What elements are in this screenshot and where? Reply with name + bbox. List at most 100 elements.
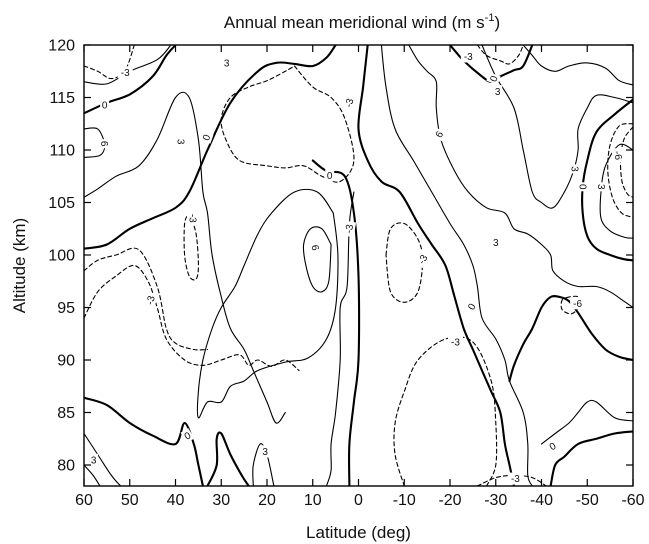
contour-label: 3 — [89, 453, 99, 466]
contour-label: 3 — [493, 85, 503, 98]
contour-label-text: -6 — [573, 299, 582, 310]
contour-label-text: -3 — [344, 223, 356, 234]
contour-label-text: 0 — [183, 430, 194, 443]
chart-title-tail: ) — [494, 13, 500, 32]
contour-line-negative — [220, 65, 355, 183]
contour-line-negative — [560, 295, 580, 315]
contour-line-negative — [84, 247, 209, 351]
contour-label-text: 6 — [98, 141, 109, 147]
x-tick-label: -60 — [621, 492, 644, 509]
contour-label-text: 3 — [493, 238, 499, 249]
y-tick-label: 85 — [57, 405, 75, 422]
chart-title-main: Annual mean meridional wind (m s — [224, 13, 485, 32]
contour-label: -3 — [341, 94, 357, 112]
contour-line-zero — [84, 396, 204, 486]
contour-label: 0 — [464, 299, 479, 314]
contour-label-text: -3 — [343, 97, 356, 109]
contour-label: 3 — [222, 56, 232, 70]
x-tick-label: -20 — [438, 492, 461, 509]
contour-line-zero — [581, 98, 633, 262]
contour-line-positive — [540, 399, 633, 445]
contour-line-zero — [206, 431, 250, 486]
contour-label-text: -3 — [451, 338, 460, 349]
x-tick-label: -50 — [576, 492, 599, 509]
contour-label-text: 0 — [488, 74, 500, 83]
contour-label: 6 — [431, 127, 447, 142]
x-axis-label: Latitude (deg) — [306, 523, 411, 542]
contour-label: 0 — [100, 98, 110, 112]
contour-line-negative — [607, 123, 633, 218]
contour-line-positive — [481, 45, 633, 209]
contour-label-text: 3 — [262, 447, 268, 458]
contour-label: 0 — [199, 131, 214, 144]
contour-label: -6 — [611, 146, 626, 164]
chart-title: Annual mean meridional wind (m s-1) — [224, 12, 500, 32]
contour-label: -3 — [448, 336, 463, 349]
contour-label: 0 — [577, 182, 590, 192]
x-tick-label: 50 — [121, 492, 139, 509]
y-tick-label: 115 — [49, 90, 75, 107]
contour-label-text: 6 — [309, 244, 321, 252]
contour-label: -3 — [507, 472, 523, 485]
contour-label-text: -3 — [511, 474, 520, 485]
x-tick-label: -10 — [393, 492, 416, 509]
contour-label: -3 — [186, 210, 199, 226]
x-axis: 60 50 40 30 20 10 0 -10 -20 -30 -40 -50 -60 — [75, 45, 645, 509]
contour-label-text: 3 — [174, 139, 185, 145]
contour-label-text: -3 — [145, 294, 158, 306]
contour-line-positive — [408, 45, 633, 309]
contour-label: -3 — [413, 249, 432, 269]
contour-label-text: -6 — [611, 150, 623, 161]
contour-label: -3 — [117, 66, 133, 79]
contour-line-negative — [183, 212, 199, 281]
x-tick-label: 10 — [304, 492, 322, 509]
contour-label: 0 — [486, 72, 501, 85]
chart-title-sup: -1 — [485, 12, 495, 24]
contour-line-positive — [522, 45, 633, 86]
contour-line-negative — [476, 45, 524, 65]
contour-line-positive — [325, 191, 355, 486]
contour-line-positive — [84, 464, 101, 486]
contour-label-text: 0 — [327, 171, 333, 182]
contour-label: 0 — [180, 428, 195, 444]
x-tick-label: 60 — [75, 492, 93, 509]
contour-label-text: 6 — [434, 129, 447, 140]
y-tick-label: 100 — [48, 248, 75, 265]
contour-label-text: -3 — [186, 214, 197, 223]
x-tick-label: 0 — [354, 492, 363, 509]
contour-line-positive — [84, 432, 122, 486]
contour-label: 3 — [568, 164, 581, 174]
y-tick-label: 80 — [57, 458, 75, 475]
x-tick-label: -30 — [484, 492, 507, 509]
y-axis: 80 85 90 95 100 105 110 115 120 — [48, 38, 633, 475]
x-tick-label: 30 — [212, 492, 230, 509]
contour-line-positive — [252, 443, 275, 486]
contour-label-text: 0 — [548, 441, 559, 454]
contour-label-text: 0 — [102, 101, 108, 112]
contour-label-text: 3 — [224, 59, 230, 70]
contour-label: 6 — [98, 139, 111, 149]
y-tick-label: 90 — [57, 353, 75, 370]
contour-line-negative — [393, 336, 498, 486]
contour-line-zero — [84, 45, 337, 250]
y-axis-label: Altitude (km) — [10, 218, 29, 313]
contour-line-positive — [599, 143, 633, 239]
contour-line-positive — [196, 188, 339, 419]
contour-label: -3 — [341, 220, 356, 238]
contour-label-text: -3 — [464, 52, 473, 63]
contour-label-text: 3 — [568, 166, 579, 172]
contour-label: 6 — [309, 242, 323, 254]
contour-label: 3 — [491, 236, 501, 249]
contour-label: 3 — [595, 182, 608, 192]
contour-label: -3 — [142, 291, 159, 309]
x-tick-label: -40 — [530, 492, 553, 509]
contour-label: 3 — [260, 445, 270, 458]
contour-label-text: -3 — [121, 68, 130, 79]
y-tick-label: 95 — [57, 300, 75, 317]
contour-label-text: 3 — [595, 184, 606, 190]
y-tick-label: 120 — [48, 38, 75, 55]
contour-line-zero — [508, 295, 633, 383]
x-tick-label: 40 — [167, 492, 185, 509]
contour-label: -3 — [460, 50, 476, 63]
